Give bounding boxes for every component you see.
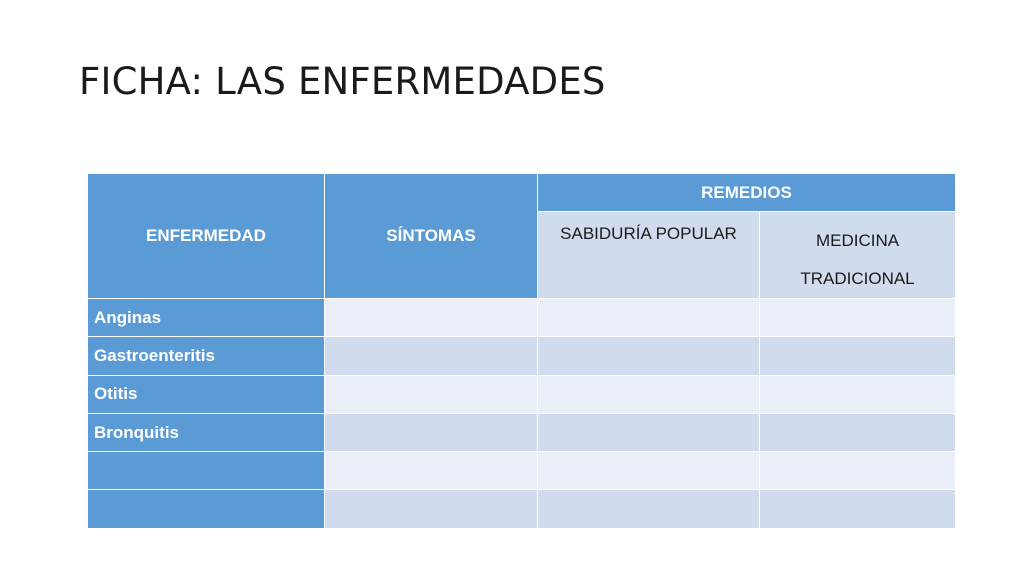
row-symptoms-cell[interactable] — [324, 451, 538, 491]
row-traditional-cell[interactable] — [759, 412, 956, 453]
row-symptoms-cell[interactable] — [324, 297, 538, 338]
table-row: Bronquitis — [87, 412, 956, 453]
row-disease-cell: Anginas — [87, 297, 325, 338]
row-popular-cell[interactable] — [537, 336, 760, 376]
diseases-table: ENFERMEDAD SÍNTOMAS REMEDIOS SABIDURÍA P… — [87, 173, 956, 529]
subheader-row: SABIDURÍA POPULAR MEDICINA TRADICIONAL — [88, 211, 956, 299]
header-row: ENFERMEDAD SÍNTOMAS REMEDIOS — [87, 173, 956, 299]
row-popular-cell[interactable] — [537, 412, 760, 453]
row-symptoms-cell[interactable] — [324, 336, 538, 376]
row-traditional-cell[interactable] — [759, 374, 956, 414]
header-disease: ENFERMEDAD — [87, 173, 325, 299]
row-disease-cell: Otitis — [87, 374, 325, 414]
table-row — [87, 451, 956, 491]
page-title: FICHA: LAS ENFERMEDADES — [79, 60, 606, 103]
table-row: Otitis — [87, 374, 956, 414]
row-popular-cell[interactable] — [537, 489, 760, 529]
row-traditional-cell[interactable] — [759, 489, 956, 529]
row-symptoms-cell[interactable] — [324, 489, 538, 529]
row-symptoms-cell[interactable] — [324, 374, 538, 414]
header-remedies: REMEDIOS — [537, 173, 956, 212]
row-disease-cell: Gastroenteritis — [87, 336, 325, 376]
table-row: Gastroenteritis — [87, 336, 956, 376]
row-disease-cell — [87, 451, 325, 491]
header-traditional-medicine: MEDICINA TRADICIONAL — [759, 211, 956, 299]
row-popular-cell[interactable] — [537, 297, 760, 338]
row-popular-cell[interactable] — [537, 374, 760, 414]
row-symptoms-cell[interactable] — [324, 412, 538, 453]
row-disease-cell — [87, 489, 325, 529]
table-row: Anginas — [87, 297, 956, 338]
row-popular-cell[interactable] — [537, 451, 760, 491]
table-row — [87, 489, 956, 529]
header-symptoms: SÍNTOMAS — [324, 173, 538, 299]
row-disease-cell: Bronquitis — [87, 412, 325, 453]
row-traditional-cell[interactable] — [759, 336, 956, 376]
row-traditional-cell[interactable] — [759, 297, 956, 338]
row-traditional-cell[interactable] — [759, 451, 956, 491]
header-popular-wisdom: SABIDURÍA POPULAR — [537, 211, 760, 299]
